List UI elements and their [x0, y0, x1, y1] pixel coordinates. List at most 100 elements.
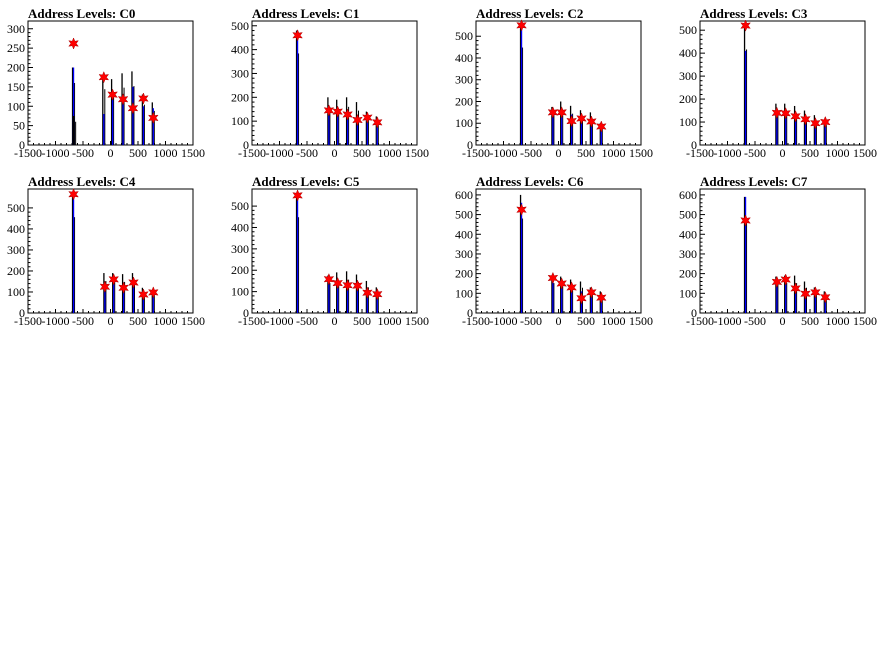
- peak-marker: [771, 106, 783, 120]
- y-tick-label: 500: [7, 201, 25, 215]
- x-tick-label: -500: [744, 146, 766, 160]
- x-tick-label: -500: [72, 314, 94, 328]
- plot-frame: [475, 20, 642, 146]
- panel-title: Address Levels: C0: [28, 6, 135, 21]
- y-tick-label: 300: [455, 247, 473, 261]
- y-tick-label: 100: [231, 114, 249, 128]
- x-tick-label: 500: [577, 314, 595, 328]
- plot-frame: [27, 20, 194, 146]
- peak-marker: [819, 291, 831, 304]
- peak-marker: [819, 115, 831, 129]
- y-tick-label: 200: [231, 90, 249, 104]
- peak-marker: [332, 105, 344, 118]
- peak-marker: [107, 88, 118, 101]
- x-tick-label: -500: [520, 146, 542, 160]
- x-tick-label: 1000: [826, 146, 850, 160]
- plot-frame: [27, 188, 194, 314]
- panel-c5: Address Levels: C50100200300400500-1500-…: [231, 174, 429, 328]
- peak-marker: [292, 189, 303, 202]
- y-tick-label: 100: [679, 115, 697, 129]
- y-tick-label: 500: [679, 23, 697, 37]
- peak-marker: [790, 110, 801, 123]
- x-tick-label: 1000: [378, 146, 402, 160]
- y-tick-label: 100: [455, 286, 473, 300]
- y-tick-label: 0: [243, 306, 249, 320]
- y-tick-label: 100: [679, 286, 697, 300]
- x-tick-label: -1500: [462, 314, 490, 328]
- x-tick-label: 500: [801, 146, 819, 160]
- y-tick-label: 500: [231, 199, 249, 213]
- peak-marker: [323, 273, 335, 286]
- plot-frame: [251, 20, 418, 146]
- x-tick-label: -1000: [714, 314, 742, 328]
- plot-frame: [699, 188, 866, 314]
- y-tick-label: 300: [455, 73, 473, 87]
- y-tick-label: 600: [679, 188, 697, 202]
- x-tick-label: -1000: [266, 314, 294, 328]
- y-tick-label: 500: [231, 19, 249, 33]
- x-tick-label: -500: [296, 314, 318, 328]
- peak-marker: [810, 286, 821, 299]
- x-tick-label: 1000: [378, 314, 402, 328]
- x-tick-label: 1500: [181, 146, 205, 160]
- x-tick-label: -1000: [490, 146, 518, 160]
- y-tick-label: 200: [7, 264, 25, 278]
- x-tick-label: -1500: [238, 146, 266, 160]
- peak-marker: [586, 286, 597, 299]
- x-tick-label: 500: [577, 146, 595, 160]
- x-tick-label: 500: [353, 146, 371, 160]
- x-tick-label: -500: [72, 146, 94, 160]
- x-tick-label: -1000: [42, 146, 70, 160]
- y-tick-label: 250: [7, 41, 25, 55]
- peak-marker: [362, 111, 373, 124]
- panel-title: Address Levels: C6: [476, 174, 584, 189]
- panel-c6: Address Levels: C6 0 100 200 300 400 500 600 -15…: [455, 174, 653, 328]
- x-tick-label: 500: [801, 314, 819, 328]
- y-tick-label: 400: [231, 43, 249, 57]
- y-tick-label: 400: [231, 220, 249, 234]
- x-tick-label: -1500: [14, 314, 42, 328]
- x-tick-label: 1000: [826, 314, 850, 328]
- y-tick-label: 300: [679, 69, 697, 83]
- panel-c3: Address Levels: C30100200300400500-1500-…: [679, 6, 877, 160]
- peak-marker: [323, 104, 335, 117]
- x-tick-label: 1000: [602, 314, 626, 328]
- peak-marker: [566, 114, 577, 128]
- y-tick-label: 400: [455, 227, 473, 241]
- y-tick-label: 400: [455, 51, 473, 65]
- peak-marker: [342, 279, 353, 292]
- y-tick-label: 200: [231, 263, 249, 277]
- x-tick-label: -1500: [238, 314, 266, 328]
- peak-marker: [332, 276, 344, 290]
- peak-marker: [117, 93, 129, 106]
- x-tick-label: 500: [353, 314, 371, 328]
- peak-marker: [147, 286, 159, 299]
- y-tick-label: 150: [7, 80, 25, 94]
- y-tick-label: 200: [679, 92, 697, 106]
- plot-frame: [475, 188, 642, 314]
- x-tick-label: 1500: [629, 146, 653, 160]
- y-tick-label: 0: [19, 306, 25, 320]
- y-tick-label: 400: [679, 46, 697, 60]
- y-tick-label: 0: [467, 138, 473, 152]
- peak-marker: [371, 288, 383, 301]
- x-tick-label: 1500: [405, 314, 429, 328]
- peak-marker: [99, 280, 111, 293]
- y-tick-label: 600: [455, 188, 473, 202]
- y-tick-label: 100: [455, 116, 473, 130]
- peak-marker: [595, 120, 607, 133]
- peak-marker: [740, 214, 751, 227]
- peak-marker: [595, 291, 607, 304]
- x-tick-label: 1000: [154, 314, 178, 328]
- plot-frame: [699, 20, 866, 146]
- y-tick-label: 300: [231, 242, 249, 256]
- y-tick-label: 200: [679, 267, 697, 281]
- x-tick-label: -1000: [714, 146, 742, 160]
- y-tick-label: 200: [7, 61, 25, 75]
- peak-marker: [128, 276, 139, 289]
- x-tick-label: 0: [780, 146, 786, 160]
- x-tick-label: -500: [296, 146, 318, 160]
- y-tick-label: 0: [691, 138, 697, 152]
- x-tick-label: 0: [556, 146, 562, 160]
